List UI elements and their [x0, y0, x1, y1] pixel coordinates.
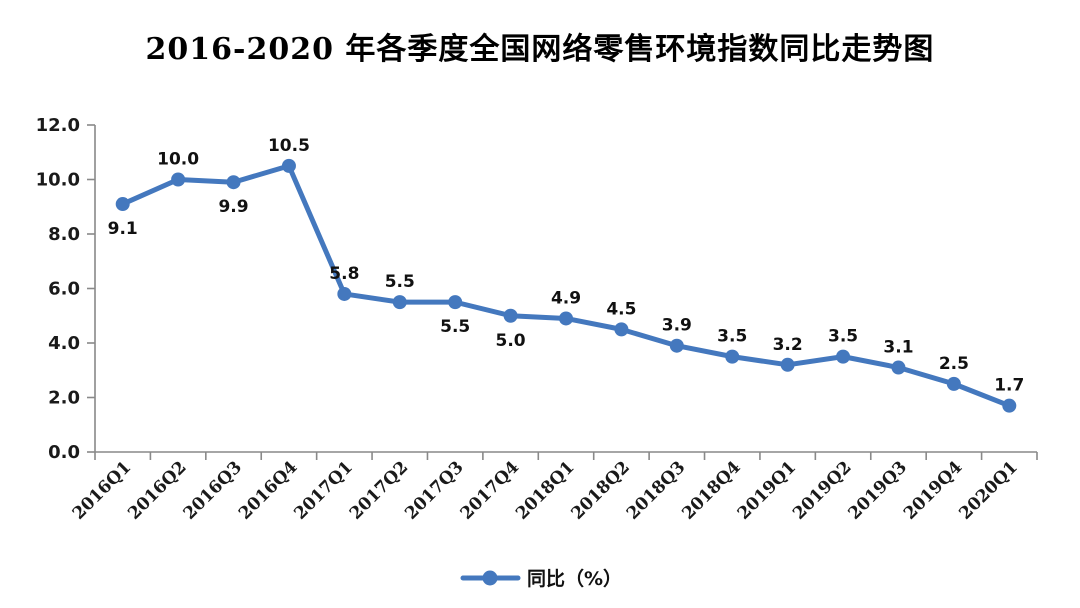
data-label: 9.1: [108, 219, 138, 239]
data-point: [171, 172, 186, 187]
line-chart: 0.02.04.06.08.010.012.02016Q12016Q22016Q…: [36, 115, 1038, 590]
y-axis-tick-label: 8.0: [48, 224, 80, 245]
x-axis-tick-label: 2017Q2: [346, 457, 412, 523]
y-axis-tick-label: 0.0: [48, 442, 80, 463]
x-axis-tick-label: 2019Q2: [789, 457, 855, 523]
data-point: [780, 357, 795, 372]
x-axis-tick-label: 2018Q2: [568, 457, 634, 523]
x-axis-tick-label: 2019Q3: [845, 457, 911, 523]
data-point: [891, 360, 906, 375]
data-label: 10.5: [268, 136, 310, 156]
data-point: [836, 349, 851, 364]
series-line: [120, 163, 1012, 409]
x-axis-tick-label: 2016Q2: [124, 457, 190, 523]
x-axis-tick-label: 2017Q1: [290, 457, 356, 523]
data-point: [1002, 398, 1017, 413]
data-point: [503, 308, 518, 323]
x-axis-tick-label: 2020Q1: [955, 457, 1021, 523]
data-point: [725, 349, 740, 364]
x-axis-tick-label: 2018Q1: [512, 457, 578, 523]
data-point: [281, 158, 296, 173]
x-axis-tick-label: 2019Q1: [734, 457, 800, 523]
x-axis-tick-label: 2016Q1: [69, 457, 135, 523]
x-axis-tick-label: 2016Q4: [235, 457, 302, 524]
x-axis-tick-label: 2018Q3: [623, 457, 689, 523]
y-axis-tick-label: 12.0: [36, 115, 80, 136]
x-axis-tick-label: 2019Q4: [900, 457, 967, 524]
x-axis-tick-label: 2017Q3: [401, 457, 467, 523]
data-label: 3.9: [662, 316, 692, 336]
data-label: 9.9: [218, 197, 248, 217]
y-axis-tick-label: 6.0: [48, 279, 80, 300]
data-point: [559, 311, 573, 326]
data-point: [392, 295, 407, 310]
data-label: 2.5: [939, 354, 969, 374]
data-point: [669, 338, 684, 353]
data-label: 4.9: [551, 288, 581, 308]
legend-marker: [482, 570, 498, 586]
x-axis-tick-label: 2018Q4: [678, 457, 745, 524]
legend-label: 同比（%）: [527, 567, 622, 590]
y-axis-tick-label: 4.0: [48, 333, 80, 354]
x-axis-tick-label: 2017Q4: [457, 457, 524, 524]
data-label: 5.0: [496, 331, 526, 351]
x-axis-tick-label: 2016Q3: [180, 457, 246, 523]
data-label: 3.5: [717, 327, 747, 347]
y-axis-tick-label: 2.0: [48, 388, 80, 409]
data-point: [226, 175, 241, 190]
data-label: 5.5: [440, 317, 470, 337]
data-label: 5.5: [385, 272, 415, 292]
data-label: 3.2: [773, 335, 803, 355]
data-label: 3.1: [883, 338, 913, 358]
data-point: [448, 295, 463, 310]
data-point: [115, 197, 130, 212]
data-label: 5.8: [329, 264, 359, 284]
data-point: [614, 322, 629, 337]
data-label: 10.0: [157, 150, 199, 170]
data-point: [337, 286, 352, 301]
chart-title: 2016-2020 年各季度全国网络零售环境指数同比走势图: [145, 32, 935, 67]
data-point: [946, 376, 961, 391]
y-axis-tick-label: 10.0: [36, 170, 80, 191]
data-label: 1.7: [994, 376, 1024, 396]
data-label: 4.5: [606, 299, 636, 319]
data-label: 3.5: [828, 327, 858, 347]
